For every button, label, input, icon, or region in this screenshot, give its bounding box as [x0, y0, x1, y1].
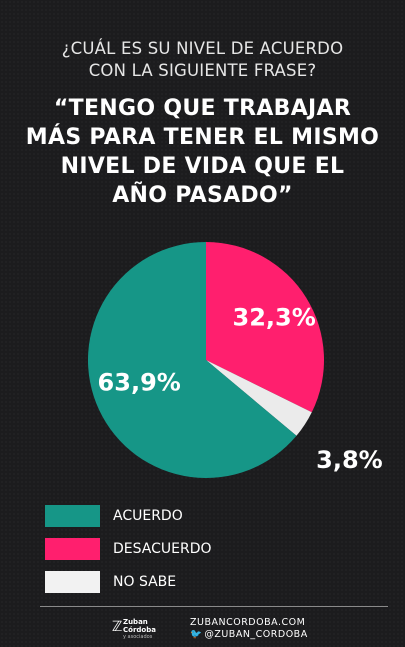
- survey-question: ¿CUÁL ES SU NIVEL DE ACUERDO CON LA SIGU…: [0, 38, 405, 82]
- question-line-1: ¿CUÁL ES SU NIVEL DE ACUERDO: [61, 39, 344, 58]
- pie-slice-desacuerdo: [206, 242, 324, 413]
- twitter-handle[interactable]: 🐦 @ZUBAN_CORDOBA: [190, 629, 390, 641]
- logo-subtitle: y asociados: [123, 634, 153, 640]
- survey-statement: “TENGO QUE TRABAJAR MÁS PARA TENER EL MI…: [20, 94, 385, 210]
- data-label-desacuerdo: 32,3%: [233, 304, 316, 332]
- pie-slice-no-sabe: [206, 360, 312, 436]
- legend-item-no-sabe: NO SABE: [45, 571, 295, 593]
- statement-line-4: AÑO PASADO”: [112, 183, 293, 208]
- footer-divider: [40, 606, 388, 607]
- legend-swatch-desacuerdo: [45, 538, 100, 560]
- legend-swatch-acuerdo: [45, 505, 100, 527]
- statement-line-2: MÁS PARA TENER EL MISMO: [25, 125, 380, 150]
- footer-contact: ZUBANCORDOBA.COM 🐦 @ZUBAN_CORDOBA: [190, 617, 390, 641]
- twitter-handle-text: @ZUBAN_CORDOBA: [204, 629, 308, 640]
- legend-label-desacuerdo: DESACUERDO: [113, 541, 212, 557]
- statement-line-1: “TENGO QUE TRABAJAR: [53, 96, 352, 121]
- legend-swatch-no-sabe: [45, 571, 100, 593]
- website-link[interactable]: ZUBANCORDOBA.COM: [190, 617, 306, 628]
- question-line-2: CON LA SIGUIENTE FRASE?: [88, 61, 317, 80]
- twitter-bird-icon: 🐦: [190, 629, 203, 640]
- legend-item-desacuerdo: DESACUERDO: [45, 538, 295, 560]
- zc-logo-icon: ℤ: [112, 619, 123, 635]
- logo-text: Zuban Córdoba: [123, 618, 156, 634]
- zuban-cordoba-logo: ℤ Zuban Córdoba y asociados: [112, 617, 172, 643]
- pie-slice-acuerdo: [88, 242, 297, 479]
- legend-label-acuerdo: ACUERDO: [113, 508, 183, 524]
- legend-label-no-sabe: NO SABE: [113, 574, 177, 590]
- legend-item-acuerdo: ACUERDO: [45, 505, 295, 527]
- statement-line-3: NIVEL DE VIDA QUE EL: [60, 154, 345, 179]
- data-label-acuerdo: 63,9%: [98, 368, 181, 396]
- data-label-no-sabe: 3,8%: [316, 446, 383, 474]
